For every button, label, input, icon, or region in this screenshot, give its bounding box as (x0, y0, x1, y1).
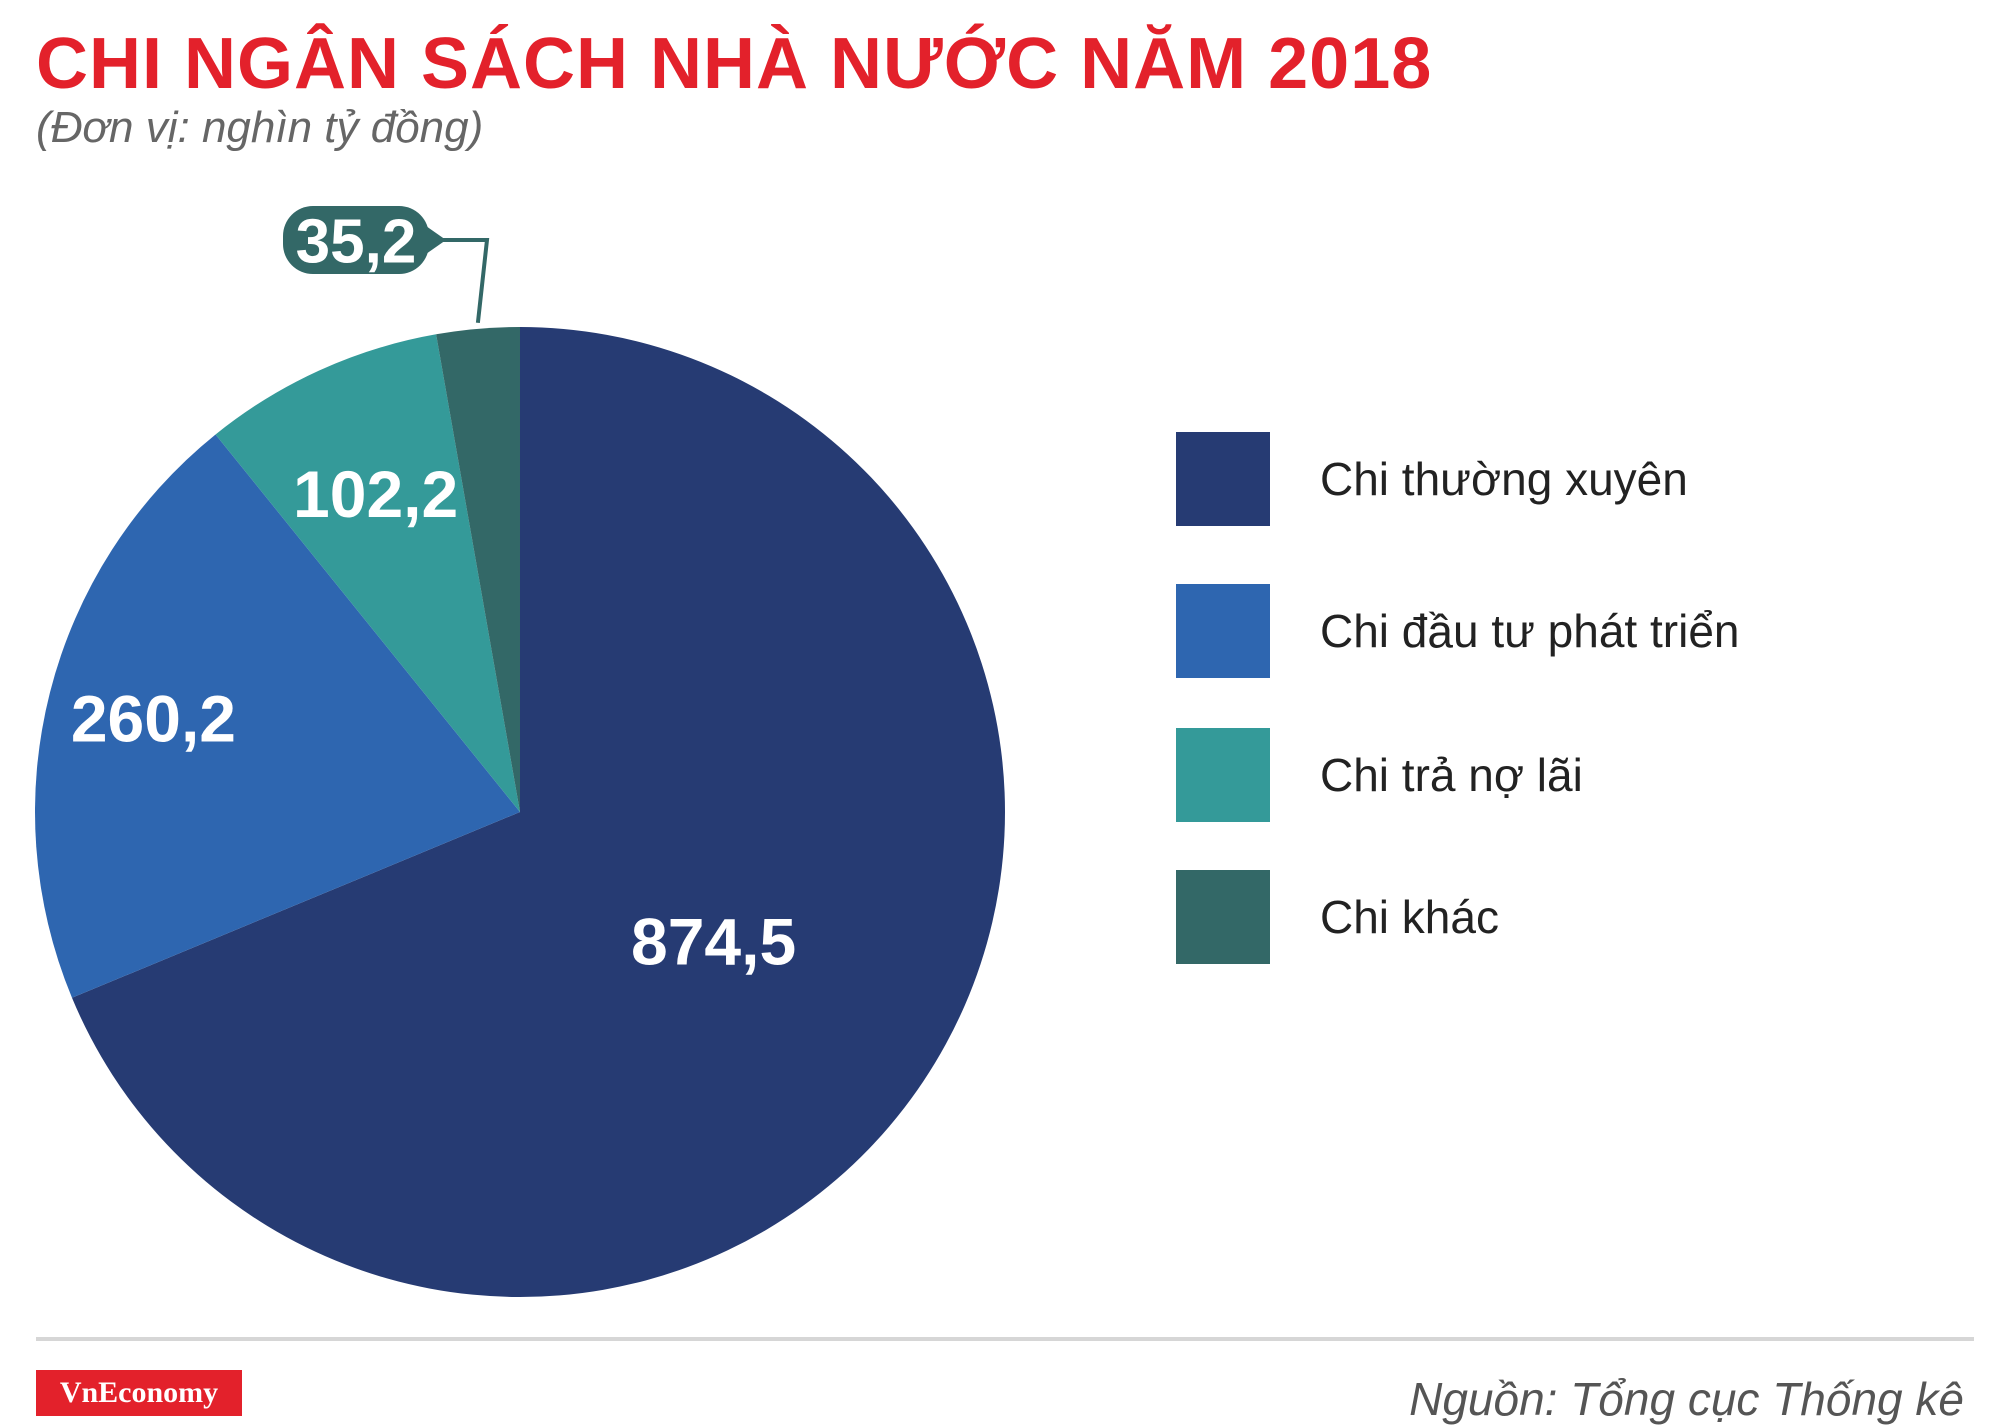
pie-chart: 874,5 260,2 102,2 35,2 (34, 206, 1006, 1297)
legend-item-chi-tra-no-lai: Chi trả nợ lãi (1176, 728, 1583, 822)
slice-label-chi-thuong-xuyen: 874,5 (631, 904, 796, 978)
callout-leader-line (435, 238, 490, 324)
pie-slice-chi-tra-no-lai (215, 334, 520, 812)
source-note: Nguồn: Tổng cục Thống kê (1409, 1373, 1964, 1425)
pie-slice-chi-thuong-xuyen (71, 327, 1006, 1297)
legend-item-chi-khac: Chi khác (1176, 870, 1499, 964)
legend-item-chi-dau-tu-phat-trien: Chi đầu tư phát triển (1176, 584, 1739, 678)
legend-label: Chi thường xuyên (1320, 453, 1688, 505)
vneconomy-logo: VnEconomy (36, 1370, 242, 1416)
pie-slice-chi-khac (436, 327, 520, 812)
slice-label-chi-tra-no-lai: 102,2 (293, 457, 458, 531)
slice-label-chi-dau-tu-phat-trien: 260,2 (71, 682, 236, 756)
legend-swatch (1176, 728, 1270, 822)
footer-divider (36, 1337, 1974, 1341)
legend-label: Chi trả nợ lãi (1320, 749, 1583, 801)
legend-label: Chi khác (1320, 891, 1499, 943)
legend-label: Chi đầu tư phát triển (1320, 605, 1740, 657)
chart-subtitle: (Đơn vị: nghìn tỷ đồng) (36, 103, 484, 152)
slice-label-chi-khac: 35,2 (296, 208, 417, 277)
callout-badge-chi-khac: 35,2 (283, 206, 446, 277)
chart-title: CHI NGÂN SÁCH NHÀ NƯỚC NĂM 2018 (36, 24, 1433, 104)
legend-item-chi-thuong-xuyen: Chi thường xuyên (1176, 432, 1688, 526)
pie-slice-chi-dau-tu-phat-trien (34, 434, 521, 998)
legend-swatch (1176, 584, 1270, 678)
legend-swatch (1176, 432, 1270, 526)
legend-swatch (1176, 870, 1270, 964)
